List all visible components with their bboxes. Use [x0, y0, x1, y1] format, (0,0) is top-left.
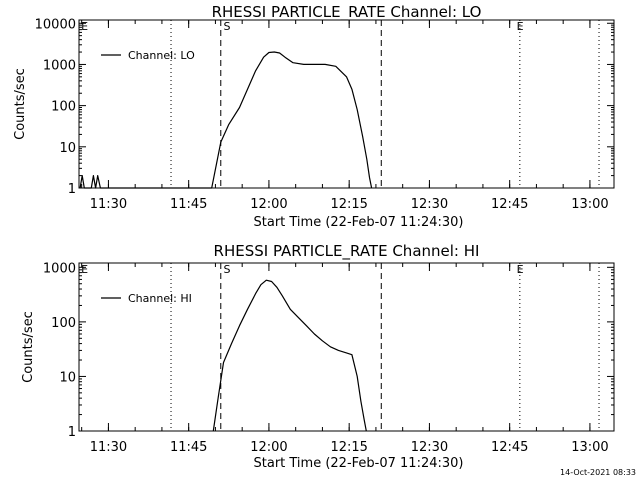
y-tick-label: 10000 [35, 17, 76, 32]
x-tick-label: 11:45 [170, 197, 207, 212]
x-tick-label: 12:00 [250, 197, 287, 212]
x-tick-label: 11:45 [170, 440, 207, 455]
chart-title: RHESSI PARTICLE_RATE Channel: HI [214, 242, 480, 261]
event-marker-label: E [81, 263, 88, 276]
plot-frame [78, 19, 615, 189]
x-tick-label: 12:30 [411, 197, 448, 212]
y-tick-label: 10 [59, 370, 76, 385]
x-tick-label: 11:30 [90, 197, 127, 212]
y-axis-label: Counts/sec [13, 68, 28, 140]
event-marker-label: E [517, 20, 524, 33]
y-tick-label: 1 [68, 425, 76, 440]
y-tick-label: 10 [59, 141, 76, 156]
x-tick-label: 12:45 [491, 440, 528, 455]
legend-label: Channel: HI [128, 292, 192, 305]
y-tick-label: 100 [51, 100, 76, 115]
x-tick-label: 12:15 [330, 197, 367, 212]
x-tick-label: 11:30 [90, 440, 127, 455]
y-tick-label: 1000 [43, 58, 76, 73]
event-marker-label: E [517, 263, 524, 276]
y-axis-label: Counts/sec [21, 311, 36, 383]
hi-channel-panel: RHESSI PARTICLE_RATE Channel: HI 1 10 100 10… [21, 242, 615, 471]
x-tick-label: 12:15 [330, 440, 367, 455]
event-marker-label: S [223, 20, 230, 33]
plot-frame [78, 262, 615, 432]
event-marker-label: S [223, 263, 230, 276]
y-tick-label: 100 [51, 316, 76, 331]
x-tick-label: 12:45 [491, 197, 528, 212]
x-tick-label: 13:00 [571, 440, 608, 455]
lo-channel-panel: RHESSI PARTICLE_RATE Channel: LO 1 10 100 10… [13, 3, 615, 230]
chart-title: RHESSI PARTICLE_RATE Channel: LO [212, 3, 482, 22]
legend-label: Channel: LO [128, 49, 195, 62]
footer-timestamp: 14-Oct-2021 08:33 [560, 468, 636, 477]
x-axis-label: Start Time (22-Feb-07 11:24:30) [254, 215, 464, 230]
x-tick-label: 12:30 [411, 440, 448, 455]
event-marker-label: E [81, 20, 88, 33]
x-axis-label: Start Time (22-Feb-07 11:24:30) [254, 456, 464, 471]
series-line [79, 51, 373, 189]
y-tick-label: 1 [68, 182, 76, 197]
x-tick-label: 12:00 [250, 440, 287, 455]
y-tick-label: 1000 [43, 261, 76, 276]
x-tick-label: 13:00 [571, 197, 608, 212]
series-line [212, 279, 367, 432]
